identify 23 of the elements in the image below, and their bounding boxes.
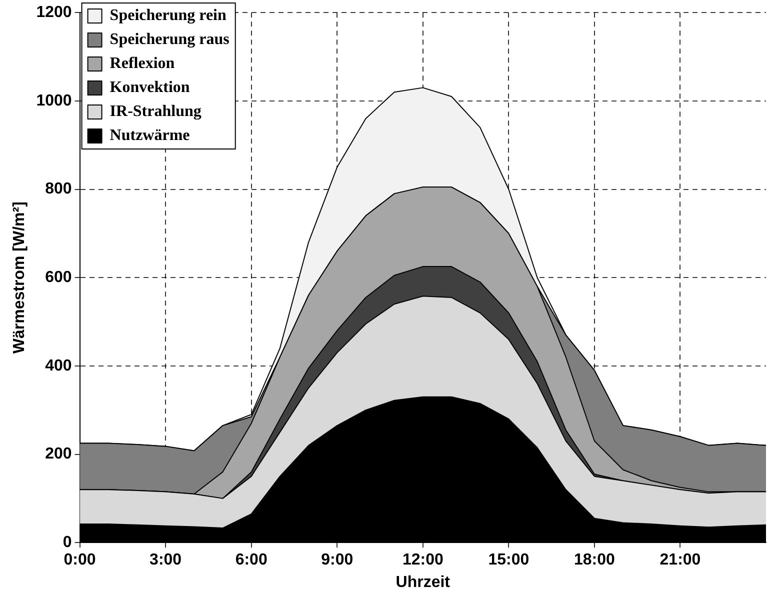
x-tick-label: 3:00 <box>150 552 182 569</box>
y-tick-label: 800 <box>45 180 72 198</box>
y-tick-label: 200 <box>45 446 72 463</box>
y-tick-label: 400 <box>45 357 72 374</box>
x-axis-title: Uhrzeit <box>396 574 451 591</box>
legend-label: Reflexion <box>110 55 175 72</box>
y-tick-label: 1000 <box>36 92 72 110</box>
y-tick-label: 0 <box>62 534 72 552</box>
x-tick-label: 15:00 <box>488 552 530 569</box>
y-axis-title: Wärmestrom [W/m²] <box>11 202 28 354</box>
x-tick-label: 9:00 <box>321 552 354 569</box>
legend-label: Nutzwärme <box>110 127 190 144</box>
legend-label: Speicherung raus <box>110 31 230 48</box>
legend-label: Speicherung rein <box>110 7 226 24</box>
x-tick-label: 12:00 <box>402 552 444 569</box>
x-tick-label: 0:00 <box>64 552 96 569</box>
x-tick-label: 21:00 <box>660 552 701 569</box>
y-tick-label: 1200 <box>36 4 72 22</box>
x-tick-label: 18:00 <box>574 552 616 569</box>
x-tick-label: 6:00 <box>235 552 268 569</box>
legend-label: Konvektion <box>110 79 190 96</box>
y-tick-label: 600 <box>45 269 72 286</box>
legend-label: IR-Strahlung <box>110 103 202 120</box>
